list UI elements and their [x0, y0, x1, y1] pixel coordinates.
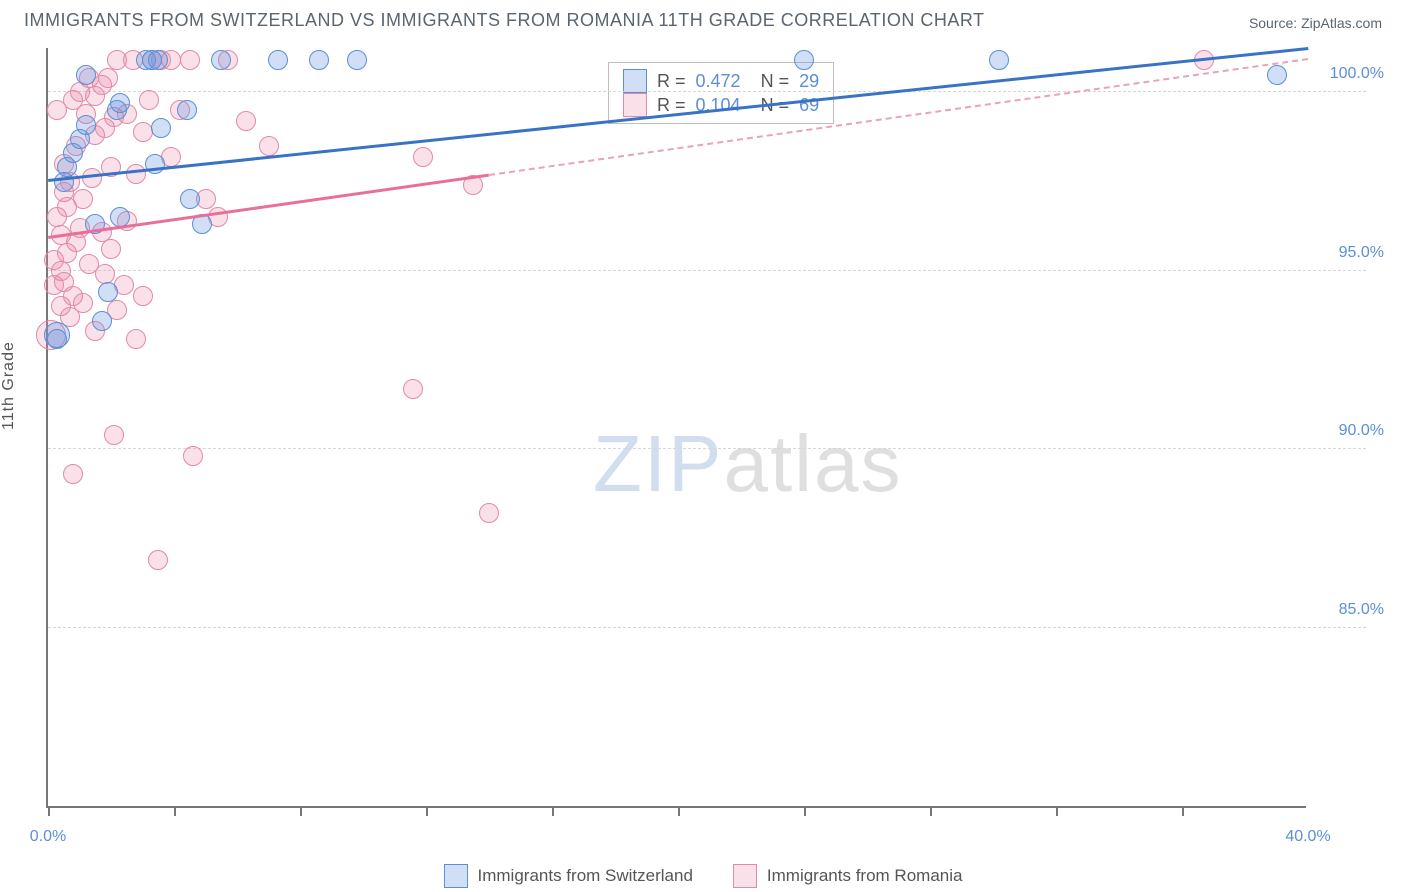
swatch-pink-icon: [623, 93, 647, 117]
y-tick-label: 95.0%: [1339, 244, 1384, 262]
swatch-blue-icon: [444, 864, 468, 888]
legend-label-blue: Immigrants from Switzerland: [478, 866, 693, 886]
bottom-legend: Immigrants from Switzerland Immigrants f…: [0, 864, 1406, 888]
data-point: [104, 425, 124, 445]
stats-r-label: R =: [657, 71, 686, 92]
data-point: [413, 147, 433, 167]
data-point: [63, 464, 83, 484]
x-tick-label: 0.0%: [30, 828, 66, 846]
stats-n-label: N =: [751, 71, 790, 92]
x-tick: [804, 806, 806, 816]
x-tick: [300, 806, 302, 816]
data-point: [76, 115, 96, 135]
y-tick-label: 90.0%: [1339, 422, 1384, 440]
data-point: [73, 189, 93, 209]
data-point: [139, 90, 159, 110]
x-tick: [174, 806, 176, 816]
data-point: [180, 50, 200, 70]
legend-item-pink: Immigrants from Romania: [733, 864, 963, 888]
data-point: [148, 550, 168, 570]
stats-row-pink: R = 0.104 N = 69: [623, 93, 819, 117]
data-point: [98, 68, 118, 88]
data-point: [1267, 65, 1287, 85]
x-tick: [552, 806, 554, 816]
data-point: [98, 282, 118, 302]
x-tick: [1182, 806, 1184, 816]
x-tick: [1056, 806, 1058, 816]
data-point: [95, 264, 115, 284]
plot-area: ZIPatlas R = 0.472 N = 29 R = 0.104 N = …: [46, 48, 1306, 808]
data-point: [133, 286, 153, 306]
data-point: [73, 293, 93, 313]
gridline: [48, 627, 1366, 628]
stats-n-blue: 29: [799, 71, 819, 92]
data-point: [794, 50, 814, 70]
y-axis-label: 11th Grade: [0, 341, 18, 430]
data-point: [403, 379, 423, 399]
chart-title: IMMIGRANTS FROM SWITZERLAND VS IMMIGRANT…: [24, 10, 985, 31]
data-point: [479, 503, 499, 523]
data-point: [211, 50, 231, 70]
stats-legend: R = 0.472 N = 29 R = 0.104 N = 69: [608, 62, 834, 124]
data-point: [110, 93, 130, 113]
gridline: [48, 91, 1366, 92]
y-tick-label: 85.0%: [1339, 601, 1384, 619]
watermark: ZIPatlas: [593, 418, 902, 510]
data-point: [347, 50, 367, 70]
gridline: [48, 448, 1366, 449]
watermark-text-b: atlas: [723, 419, 902, 508]
legend-item-blue: Immigrants from Switzerland: [444, 864, 693, 888]
source-label: Source: ZipAtlas.com: [1249, 15, 1382, 31]
x-tick: [48, 806, 50, 816]
data-point: [126, 329, 146, 349]
data-point: [180, 189, 200, 209]
data-point: [151, 118, 171, 138]
x-tick-label: 40.0%: [1285, 828, 1330, 846]
stats-r-blue: 0.472: [696, 71, 741, 92]
watermark-text-a: ZIP: [593, 419, 723, 508]
data-point: [76, 65, 96, 85]
legend-label-pink: Immigrants from Romania: [767, 866, 963, 886]
data-point: [92, 311, 112, 331]
gridline: [48, 270, 1366, 271]
x-tick: [678, 806, 680, 816]
stats-row-blue: R = 0.472 N = 29: [623, 69, 819, 93]
swatch-pink-icon: [733, 864, 757, 888]
data-point: [236, 111, 256, 131]
data-point: [133, 122, 153, 142]
data-point: [989, 50, 1009, 70]
data-point: [177, 100, 197, 120]
swatch-blue-icon: [623, 69, 647, 93]
x-tick: [930, 806, 932, 816]
y-tick-label: 100.0%: [1330, 65, 1384, 83]
trend-line: [48, 173, 489, 238]
data-point: [183, 446, 203, 466]
data-point: [309, 50, 329, 70]
x-tick: [426, 806, 428, 816]
data-point: [268, 50, 288, 70]
data-point: [101, 239, 121, 259]
data-point: [259, 136, 279, 156]
data-point: [148, 50, 168, 70]
data-point: [47, 329, 67, 349]
data-point: [126, 164, 146, 184]
